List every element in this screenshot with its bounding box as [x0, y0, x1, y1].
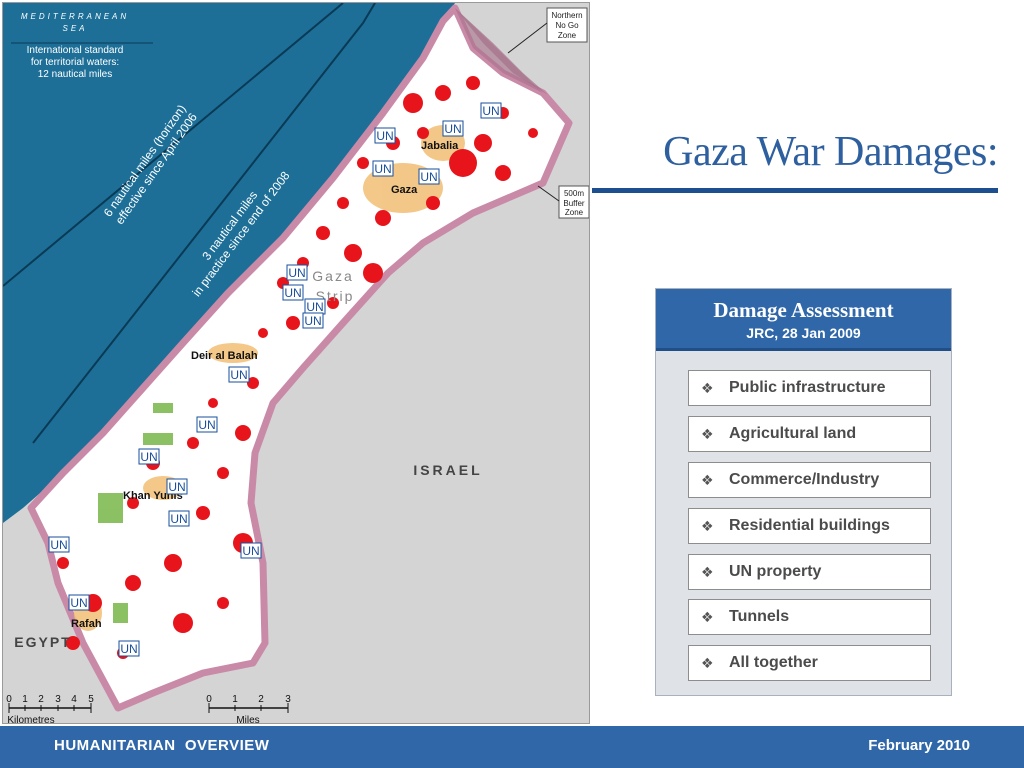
layer-button-all-together[interactable]: ❖ All together [688, 645, 931, 681]
israel-label: ISRAEL [413, 462, 482, 478]
strip-label-1: Gaza [312, 268, 353, 284]
svg-text:2: 2 [258, 694, 264, 705]
damage-assessment-panel: Damage Assessment JRC, 28 Jan 2009 ❖ Pub… [655, 288, 952, 696]
svg-text:0: 0 [6, 694, 12, 705]
un-markers: UN UN UN UN UN UN UN UN UN UN UN UN UN U… [48, 102, 502, 657]
panel-title: Damage Assessment [713, 298, 894, 322]
agriculture-damage [98, 403, 173, 623]
layer-button-tunnels[interactable]: ❖ Tunnels [688, 599, 931, 635]
svg-text:UN: UN [242, 544, 259, 558]
svg-text:UN: UN [50, 538, 67, 552]
svg-text:2: 2 [38, 694, 44, 705]
city-labels: Jabalia Gaza Deir al Balah Khan Yunis Ra… [71, 140, 459, 630]
sea-label-2: SEA [62, 24, 87, 33]
city-deir-al-balah: Deir al Balah [191, 350, 258, 362]
mediterranean-sea [3, 3, 455, 523]
svg-text:5: 5 [88, 694, 94, 705]
city-gaza: Gaza [391, 184, 418, 196]
buffer-zone-callout: 500m Buffer Zone [537, 185, 589, 219]
svg-text:3: 3 [285, 694, 291, 705]
northern-no-go-zone [455, 8, 548, 95]
svg-text:UN: UN [120, 642, 137, 656]
svg-text:UN: UN [230, 368, 247, 382]
svg-text:1: 1 [22, 694, 28, 705]
svg-text:1: 1 [232, 694, 238, 705]
svg-text:500m: 500m [564, 189, 584, 198]
diamond-bullet-icon: ❖ [701, 608, 714, 625]
footer-section-label: HUMANITARIAN OVERVIEW [54, 737, 270, 754]
title-underline [592, 188, 998, 193]
svg-text:UN: UN [284, 286, 301, 300]
northern-zone-callout: Northern No Go Zone [507, 7, 588, 54]
svg-text:UN: UN [288, 266, 305, 280]
slide-title: Gaza War Damages: [663, 129, 998, 175]
diamond-bullet-icon: ❖ [701, 425, 714, 442]
panel-header: Damage Assessment JRC, 28 Jan 2009 [656, 289, 951, 351]
layer-button-residential-buildings[interactable]: ❖ Residential buildings [688, 508, 931, 544]
svg-text:Buffer: Buffer [563, 199, 585, 208]
territorial-label-1: International standard [27, 45, 124, 56]
layer-button-un-property[interactable]: ❖ UN property [688, 554, 931, 590]
svg-text:Northern: Northern [551, 11, 582, 20]
svg-text:UN: UN [70, 596, 87, 610]
layer-label: Tunnels [729, 608, 790, 625]
svg-text:UN: UN [420, 170, 437, 184]
svg-text:No Go: No Go [555, 21, 579, 30]
diamond-bullet-icon: ❖ [701, 563, 714, 580]
svg-text:4: 4 [71, 694, 77, 705]
layer-button-agricultural-land[interactable]: ❖ Agricultural land [688, 416, 931, 452]
svg-text:UN: UN [170, 512, 187, 526]
svg-text:UN: UN [482, 104, 499, 118]
svg-text:UN: UN [374, 162, 391, 176]
territorial-label-3: 12 nautical miles [38, 69, 112, 80]
layer-button-public-infrastructure[interactable]: ❖ Public infrastructure [688, 370, 931, 406]
layer-button-commerce-industry[interactable]: ❖ Commerce/Industry [688, 462, 931, 498]
six-nm-line [3, 3, 344, 287]
territorial-label-2: for territorial waters: [31, 57, 119, 68]
diamond-bullet-icon: ❖ [701, 517, 714, 534]
svg-text:UN: UN [304, 314, 321, 328]
svg-text:UN: UN [198, 418, 215, 432]
svg-text:3: 3 [55, 694, 61, 705]
svg-text:UN: UN [444, 122, 461, 136]
layer-label: Residential buildings [729, 517, 890, 534]
sea-label-1: MEDITERRANEAN [21, 12, 129, 21]
svg-text:UN: UN [168, 480, 185, 494]
svg-text:UN: UN [376, 129, 393, 143]
diamond-bullet-icon: ❖ [701, 471, 714, 488]
layer-label: UN property [729, 563, 822, 580]
panel-subtitle: JRC, 28 Jan 2009 [746, 325, 861, 341]
layer-label: Agricultural land [729, 425, 857, 442]
gaza-damage-map: MEDITERRANEAN SEA International standard… [2, 2, 590, 724]
city-rafah: Rafah [71, 618, 102, 630]
diamond-bullet-icon: ❖ [701, 654, 714, 671]
layer-label: All together [729, 654, 818, 671]
egypt-label: EGYPT [14, 634, 71, 650]
scale-bar-miles: 0 1 2 3 Miles [206, 694, 291, 724]
three-nm-line [32, 3, 376, 444]
footer-bar: HUMANITARIAN OVERVIEW February 2010 [0, 726, 1024, 768]
svg-text:Kilometres: Kilometres [7, 715, 54, 724]
scale-bar-km: 0 1 2 3 4 5 Kilometres [6, 694, 94, 724]
svg-text:0: 0 [206, 694, 212, 705]
layer-label: Commerce/Industry [729, 471, 880, 488]
svg-text:Miles: Miles [236, 715, 259, 724]
footer-date: February 2010 [868, 737, 970, 754]
svg-text:UN: UN [306, 300, 323, 314]
city-jabalia: Jabalia [421, 140, 459, 152]
layer-label: Public infrastructure [729, 379, 886, 396]
svg-text:Zone: Zone [558, 31, 577, 40]
svg-text:UN: UN [140, 450, 157, 464]
diamond-bullet-icon: ❖ [701, 379, 714, 396]
svg-text:Zone: Zone [565, 208, 584, 217]
